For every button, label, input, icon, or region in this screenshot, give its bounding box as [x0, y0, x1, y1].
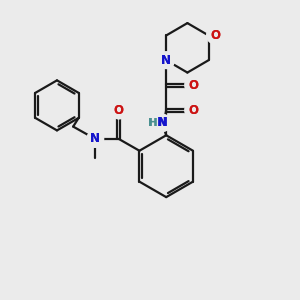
- Text: N: N: [161, 54, 171, 67]
- Text: N: N: [90, 133, 100, 146]
- Circle shape: [145, 115, 161, 131]
- Circle shape: [111, 102, 127, 119]
- Text: O: O: [188, 104, 198, 117]
- Text: O: O: [188, 79, 198, 92]
- Circle shape: [154, 115, 171, 131]
- Text: O: O: [210, 29, 220, 42]
- Circle shape: [145, 115, 161, 131]
- Circle shape: [207, 27, 223, 44]
- Text: O: O: [210, 29, 220, 42]
- Text: H: H: [148, 118, 157, 128]
- Circle shape: [155, 115, 172, 131]
- Circle shape: [185, 77, 202, 94]
- Text: N: N: [90, 133, 100, 146]
- Text: O: O: [188, 104, 198, 117]
- Circle shape: [87, 131, 104, 147]
- Text: O: O: [114, 104, 124, 117]
- Text: N: N: [158, 116, 168, 129]
- Text: N: N: [161, 54, 171, 67]
- Text: H: H: [148, 118, 158, 128]
- Circle shape: [185, 102, 202, 119]
- Circle shape: [158, 52, 174, 68]
- Circle shape: [111, 102, 127, 119]
- Text: O: O: [188, 79, 198, 92]
- Circle shape: [185, 77, 202, 94]
- Circle shape: [87, 131, 104, 147]
- Circle shape: [158, 52, 174, 68]
- Circle shape: [207, 27, 223, 44]
- Text: O: O: [114, 104, 124, 117]
- Circle shape: [185, 102, 202, 119]
- Text: N: N: [158, 116, 167, 129]
